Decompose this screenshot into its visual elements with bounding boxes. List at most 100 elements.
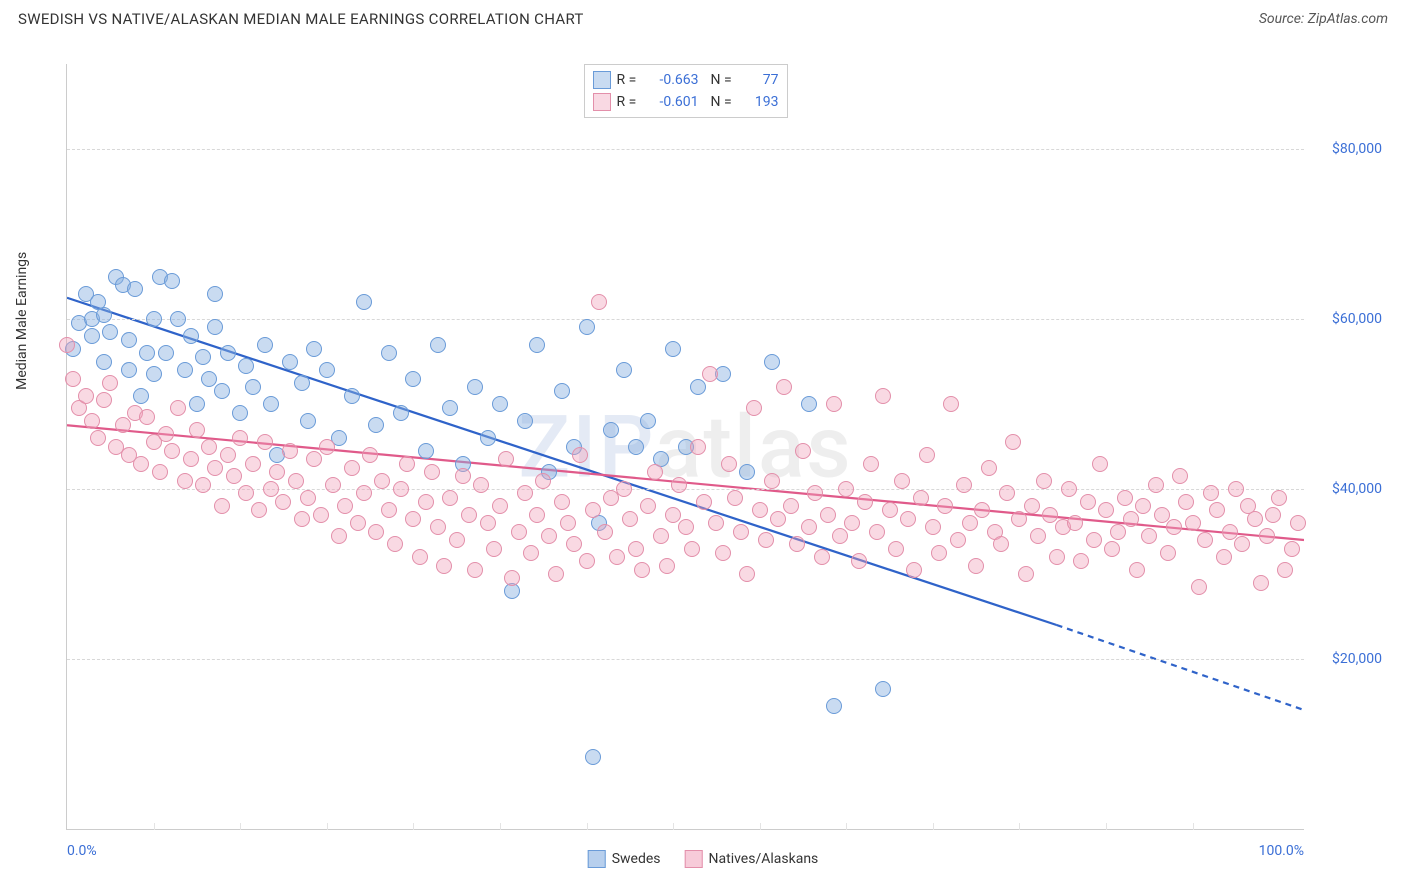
scatter-point <box>1005 434 1021 450</box>
scatter-point <box>925 519 941 535</box>
scatter-point <box>776 379 792 395</box>
scatter-point <box>1166 519 1182 535</box>
scatter-point <box>78 388 94 404</box>
scatter-point <box>430 519 446 535</box>
scatter-point <box>424 464 440 480</box>
scatter-point <box>84 328 100 344</box>
scatter-point <box>1042 507 1058 523</box>
scatter-point <box>368 417 384 433</box>
scatter-point <box>1049 549 1065 565</box>
scatter-point <box>177 362 193 378</box>
legend-n-label: N = <box>711 72 739 88</box>
scatter-point <box>164 273 180 289</box>
correlation-legend-row: R =-0.663N =77 <box>593 69 779 91</box>
legend-swatch <box>593 71 611 89</box>
scatter-point <box>511 524 527 540</box>
scatter-point <box>1222 524 1238 540</box>
scatter-point <box>412 549 428 565</box>
scatter-point <box>442 490 458 506</box>
scatter-point <box>1284 541 1300 557</box>
scatter-point <box>1030 528 1046 544</box>
scatter-point <box>139 409 155 425</box>
scatter-point <box>195 477 211 493</box>
scatter-point <box>146 311 162 327</box>
scatter-point <box>1172 468 1188 484</box>
scatter-point <box>882 502 898 518</box>
scatter-point <box>1067 515 1083 531</box>
legend-r-value: -0.601 <box>651 94 699 110</box>
x-minor-tick <box>240 823 241 830</box>
scatter-point <box>133 456 149 472</box>
scatter-point <box>350 515 366 531</box>
scatter-point <box>183 451 199 467</box>
scatter-point <box>232 430 248 446</box>
scatter-point <box>950 532 966 548</box>
scatter-point <box>405 371 421 387</box>
y-tick-label: $20,000 <box>1332 651 1382 667</box>
series-legend-item: Swedes <box>588 850 661 868</box>
scatter-point <box>480 430 496 446</box>
scatter-point <box>220 447 236 463</box>
scatter-point <box>1129 562 1145 578</box>
scatter-point <box>585 749 601 765</box>
scatter-point <box>826 698 842 714</box>
scatter-point <box>1073 553 1089 569</box>
y-axis-label: Median Male Earnings <box>14 252 30 390</box>
scatter-point <box>232 405 248 421</box>
legend-n-value: 77 <box>745 72 779 88</box>
scatter-point <box>1092 456 1108 472</box>
scatter-point <box>746 400 762 416</box>
scatter-point <box>344 388 360 404</box>
series-legend-item: Natives/Alaskans <box>685 850 819 868</box>
scatter-point <box>863 456 879 472</box>
scatter-point <box>368 524 384 540</box>
scatter-point <box>263 481 279 497</box>
scatter-point <box>702 366 718 382</box>
scatter-point <box>640 498 656 514</box>
x-minor-tick <box>413 823 414 830</box>
scatter-point <box>919 447 935 463</box>
scatter-point <box>245 456 261 472</box>
scatter-point <box>121 332 137 348</box>
scatter-point <box>146 366 162 382</box>
scatter-point <box>1086 532 1102 548</box>
scatter-point <box>1247 511 1263 527</box>
scatter-point <box>548 566 564 582</box>
correlation-legend-row: R =-0.601N =193 <box>593 91 779 113</box>
scatter-point <box>288 473 304 489</box>
scatter-point <box>455 468 471 484</box>
scatter-point <box>177 473 193 489</box>
scatter-point <box>393 405 409 421</box>
x-minor-tick <box>1106 823 1107 830</box>
scatter-point <box>96 354 112 370</box>
plot-area: ZIPatlas R =-0.663N =77R =-0.601N =193 $… <box>66 64 1304 830</box>
scatter-point <box>913 490 929 506</box>
scatter-point <box>1148 477 1164 493</box>
scatter-point <box>96 392 112 408</box>
scatter-point <box>844 515 860 531</box>
legend-n-label: N = <box>711 94 739 110</box>
scatter-point <box>356 485 372 501</box>
scatter-point <box>931 545 947 561</box>
scatter-point <box>1024 498 1040 514</box>
scatter-point <box>603 422 619 438</box>
scatter-point <box>381 345 397 361</box>
scatter-point <box>195 349 211 365</box>
scatter-point <box>888 541 904 557</box>
scatter-point <box>851 553 867 569</box>
scatter-point <box>1277 562 1293 578</box>
x-minor-tick <box>933 823 934 830</box>
scatter-point <box>789 536 805 552</box>
scatter-point <box>764 354 780 370</box>
scatter-point <box>721 456 737 472</box>
scatter-point <box>399 456 415 472</box>
scatter-point <box>430 337 446 353</box>
scatter-point <box>90 430 106 446</box>
x-minor-tick <box>846 823 847 830</box>
scatter-point <box>993 536 1009 552</box>
scatter-point <box>473 477 489 493</box>
legend-r-label: R = <box>617 94 645 110</box>
scatter-point <box>498 451 514 467</box>
scatter-point <box>504 570 520 586</box>
scatter-point <box>207 460 223 476</box>
